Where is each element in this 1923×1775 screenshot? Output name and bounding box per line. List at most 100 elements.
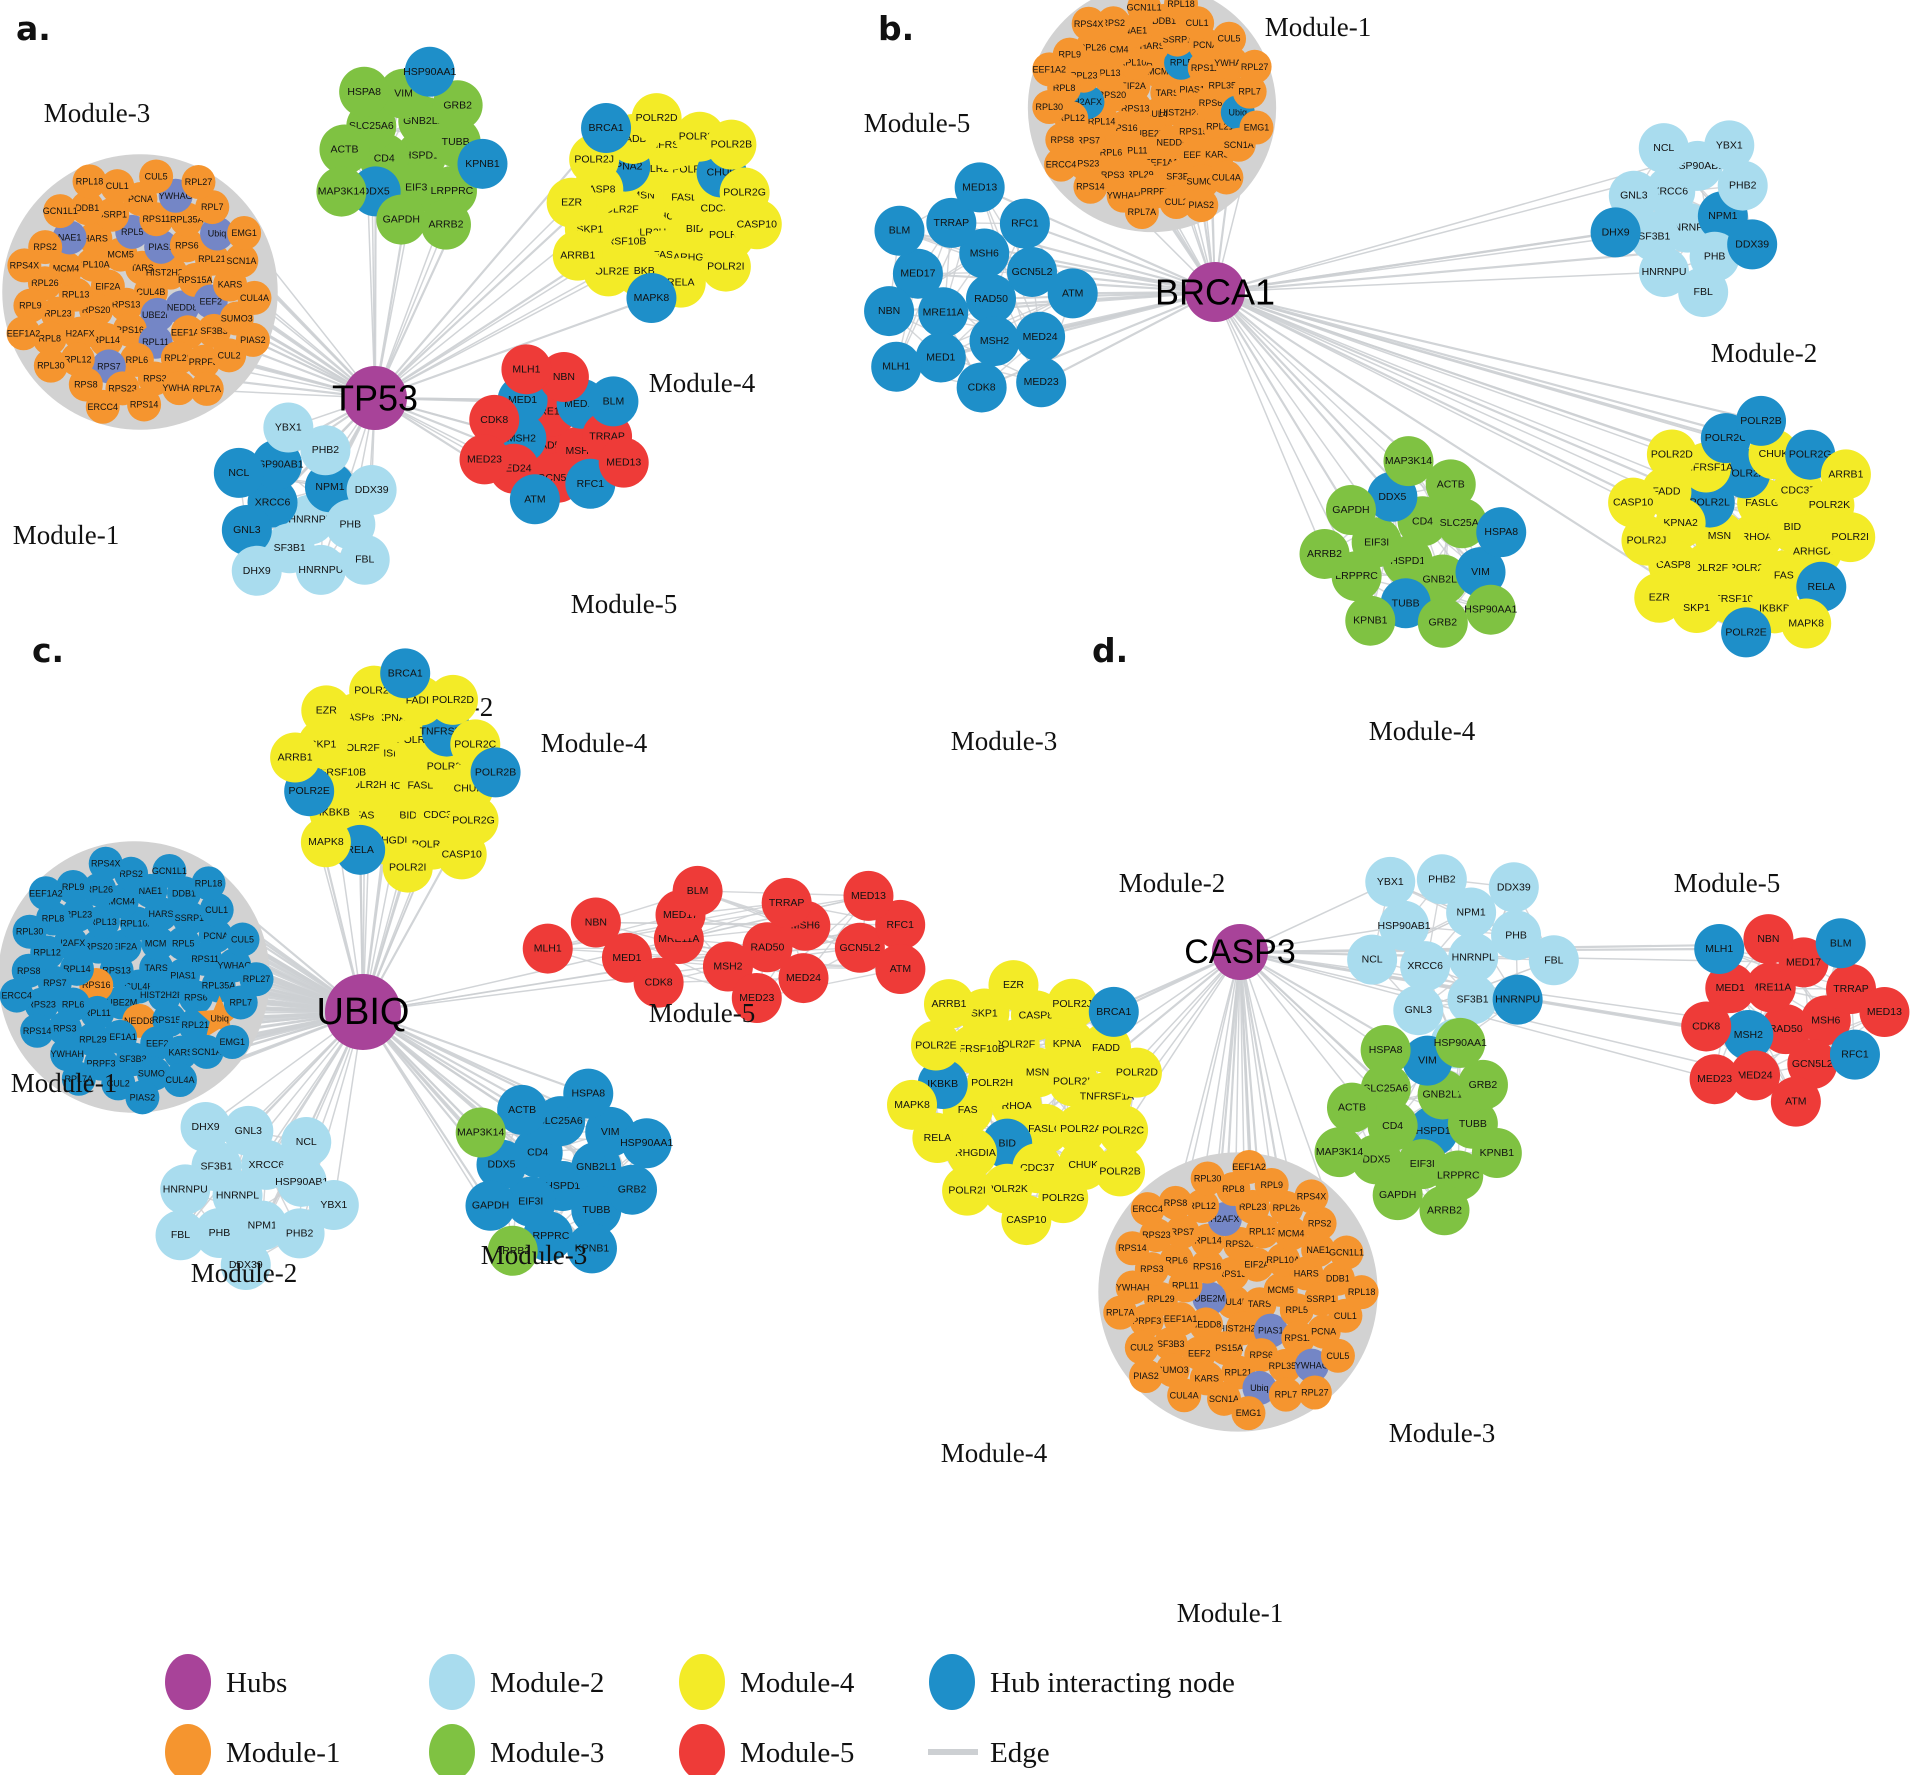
node-hspa8: HSPA8	[1360, 1025, 1411, 1076]
gene-node-label: BLM	[603, 395, 625, 407]
legend-label: Module-5	[740, 1737, 854, 1769]
node-map3k14: MAP3K14	[1314, 1127, 1365, 1178]
gene-node-circle	[965, 273, 1016, 324]
node-rps8: RPS8	[1158, 1185, 1193, 1220]
gene-node-label: Ubiq	[1229, 107, 1248, 117]
gene-node-label: GCN1L1	[1329, 1248, 1364, 1258]
node-phb2: PHB2	[274, 1208, 325, 1259]
node-cdk8: CDK8	[469, 394, 520, 445]
gene-node-label: Ubiq	[1250, 1383, 1269, 1393]
node-med13: MED13	[843, 870, 894, 921]
gene-node-label: CUL2	[218, 350, 241, 360]
gene-node-label: RPL13	[1093, 68, 1121, 78]
legend-item-module-4: Module-4	[679, 1654, 855, 1710]
gene-node-circle	[570, 897, 621, 948]
gene-node-circle	[382, 842, 433, 893]
gene-node-circle	[20, 1013, 55, 1048]
gene-node-circle	[1425, 459, 1476, 510]
gene-node-label: RELA	[924, 1132, 951, 1144]
gene-node-label: MSH6	[970, 247, 999, 259]
gene-node-circle	[1736, 395, 1787, 446]
gene-node-circle	[1781, 598, 1832, 649]
gene-node-circle	[1400, 941, 1451, 992]
gene-node-label: ARRB1	[1828, 468, 1863, 480]
gene-node-label: RPL6	[1165, 1255, 1188, 1265]
gene-node-circle	[1638, 123, 1689, 174]
gene-node-circle	[1165, 1214, 1200, 1249]
gene-node-label: ACTB	[330, 143, 358, 155]
gene-node-label: PHB	[1704, 251, 1726, 263]
node-eef1a1: EEF1A1	[170, 315, 205, 350]
gene-node-circle	[942, 1165, 993, 1216]
node-rpl18: RPL18	[72, 164, 107, 199]
node-rps6: RPS6	[169, 228, 204, 263]
legend-item-hubs: Hubs	[165, 1654, 287, 1710]
node-cdk8: CDK8	[956, 362, 1007, 413]
gene-node-label: PIAS1	[170, 970, 196, 980]
gene-node-label: CUL2	[107, 1078, 130, 1088]
gene-node-label: EZR	[316, 704, 337, 716]
gene-node-label: LRPPRC	[431, 185, 474, 197]
gene-node-label: MCM4	[53, 263, 80, 273]
gene-node-label: RPL23	[1070, 71, 1098, 81]
node-polr2b: POLR2B	[1095, 1146, 1146, 1197]
gene-node-label: RPL26	[31, 278, 59, 288]
node-scn1a: SCN1A	[189, 1034, 224, 1069]
gene-node-label: CUL2	[1130, 1343, 1153, 1353]
gene-node-circle	[1115, 1270, 1150, 1305]
gene-node-label: NAE1	[1306, 1245, 1330, 1255]
gene-node-circle	[427, 674, 478, 725]
gene-node-circle	[1297, 1375, 1332, 1410]
gene-node-circle	[1320, 1338, 1355, 1373]
node-ybx1: YBX1	[1704, 120, 1755, 171]
gene-node-label: RPS20	[1098, 90, 1127, 100]
gene-node-label: VIM	[394, 88, 413, 100]
node-med1: MED1	[1705, 963, 1756, 1014]
gene-node-label: RPL7A	[65, 1074, 94, 1084]
gene-node-circle	[910, 1020, 961, 1071]
node-brca1: BRCA1	[1088, 986, 1139, 1037]
hub-edge	[362, 1010, 589, 1095]
gene-node-label: TARS	[145, 963, 168, 973]
gene-node-circle	[1044, 147, 1079, 182]
node-trrap: TRRAP	[761, 877, 812, 928]
hub-edge	[1214, 231, 1616, 294]
node-med24: MED24	[778, 953, 829, 1004]
gene-node-label: MED23	[467, 453, 502, 465]
node-ezr: EZR	[1634, 572, 1685, 623]
node-ybx1: YBX1	[308, 1180, 359, 1231]
gene-node-circle	[706, 119, 757, 170]
gene-node-circle	[28, 876, 63, 911]
gene-node-label: BID	[1784, 521, 1802, 533]
node-grb2: GRB2	[1457, 1059, 1508, 1110]
node-kpnb1: KPNB1	[1345, 595, 1396, 646]
node-hnrnpl: HNRNPL	[1448, 932, 1499, 983]
node-polr2b: POLR2B	[706, 119, 757, 170]
panel-a-module-5: RAD50MRE11AMSH6MSH2MED17GCN5L2MED1TRRAPM…	[459, 344, 649, 525]
panel-a-module-3: HSPD1 CD4 GNB2L1 EIF3I SLC25A6 TUBB DDX5 VIM LRP…	[316, 46, 508, 250]
gene-node-circle	[235, 322, 270, 357]
node-eef1a2: EEF1A2	[1232, 1149, 1267, 1184]
gene-node-label: POLR2D	[432, 694, 474, 706]
gene-node-label: SF3B1	[1638, 230, 1670, 242]
gene-node-circle	[1111, 1047, 1162, 1098]
gene-node-label: RAD50	[751, 941, 785, 953]
node-cul2: CUL2	[1159, 185, 1194, 220]
gene-node-label: RPS14	[1118, 1243, 1147, 1253]
node-gnl3: GNL3	[1393, 985, 1444, 1036]
node-grb2: GRB2	[1417, 597, 1468, 648]
gene-node-label: RELA	[1808, 581, 1835, 593]
gene-node-label: RPL30	[16, 927, 44, 937]
gene-node-label: GCN5L2	[839, 942, 880, 954]
node-sf3b1: SF3B1	[1447, 974, 1498, 1025]
gene-node-label: POLR2B	[1099, 1165, 1140, 1177]
node-blm: BLM	[1815, 918, 1866, 969]
gene-node-label: HSP90AA1	[403, 66, 456, 78]
gene-node-label: XRCC6	[249, 1159, 285, 1171]
node-gapdh: GAPDH	[465, 1180, 516, 1231]
gene-node-circle	[75, 247, 110, 282]
hub-edge	[1214, 291, 1634, 504]
gene-node-label: MED23	[1024, 376, 1059, 388]
gene-node-label: FAS	[1774, 569, 1794, 581]
node-rpl23: RPL23	[61, 897, 96, 932]
